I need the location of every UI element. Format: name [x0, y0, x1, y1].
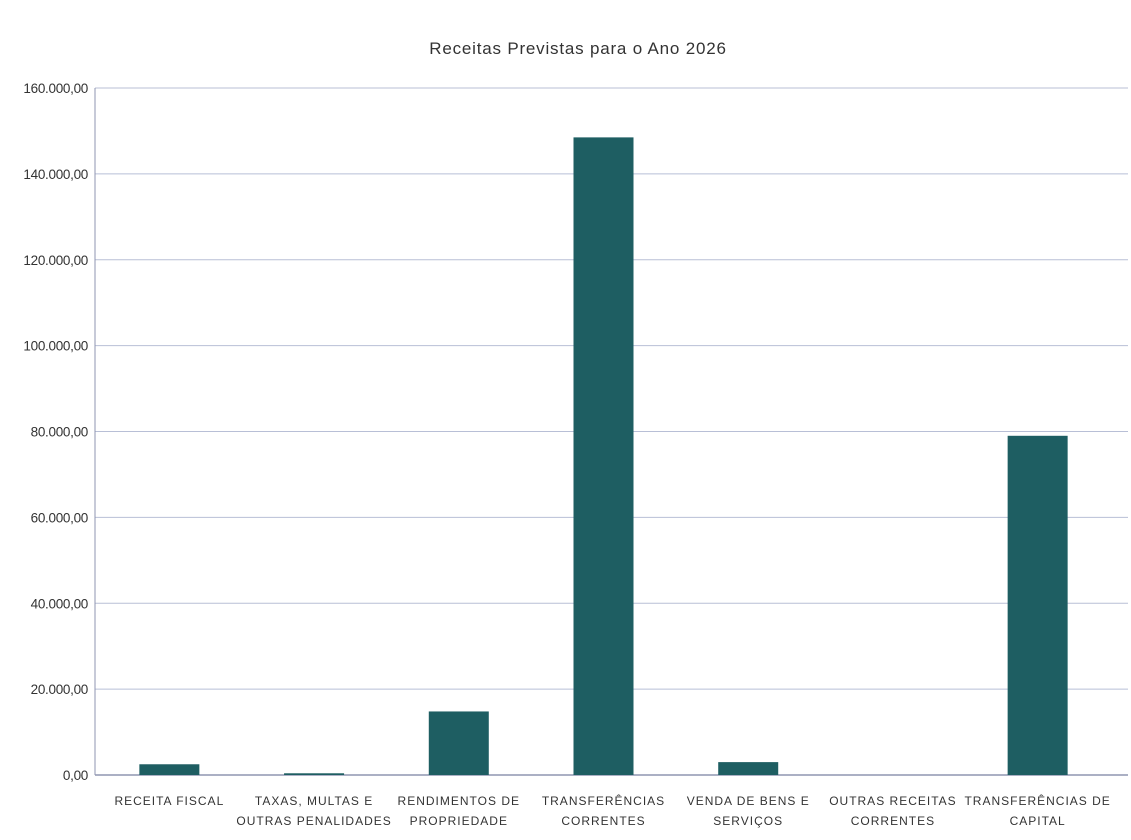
y-axis-tick-labels: 0,00 20.000,00 40.000,00 60.000,00 80.000,00…	[23, 81, 88, 783]
x-tick-label: OUTRAS PENALIDADES	[236, 814, 391, 828]
bar	[718, 762, 779, 775]
bar	[428, 711, 489, 775]
bar	[1007, 435, 1068, 775]
y-tick-label: 120.000,00	[23, 253, 88, 268]
x-tick-label: TRANSFERÊNCIAS	[542, 793, 665, 808]
x-tick-label: RECEITA FISCAL	[114, 794, 224, 808]
bar	[284, 773, 345, 775]
y-tick-label: 100.000,00	[23, 339, 88, 354]
x-axis-tick-labels: RECEITA FISCAL TAXAS, MULTAS E OUTRAS PENA…	[114, 793, 1110, 828]
y-tick-label: 160.000,00	[23, 81, 88, 96]
x-tick-label: CORRENTES	[851, 814, 935, 828]
chart-title: Receitas Previstas para o Ano 2026	[429, 39, 726, 58]
x-tick-label: SERVIÇOS	[713, 814, 783, 828]
bar	[573, 137, 634, 776]
y-tick-label: 40.000,00	[31, 596, 88, 611]
x-tick-label: TRANSFERÊNCIAS DE	[964, 793, 1110, 808]
x-tick-label: RENDIMENTOS DE	[398, 794, 520, 808]
y-tick-label: 60.000,00	[31, 510, 88, 525]
y-tick-label: 20.000,00	[31, 682, 88, 697]
bar	[139, 764, 200, 775]
y-tick-label: 80.000,00	[31, 425, 88, 440]
bars	[139, 137, 1068, 776]
x-tick-label: VENDA DE BENS E	[687, 794, 810, 808]
x-tick-label: CORRENTES	[561, 814, 645, 828]
x-tick-label: OUTRAS RECEITAS	[829, 794, 956, 808]
y-tick-label: 140.000,00	[23, 167, 88, 182]
x-tick-label: CAPITAL	[1010, 814, 1066, 828]
y-tick-label: 0,00	[63, 768, 88, 783]
x-tick-label: TAXAS, MULTAS E	[255, 794, 373, 808]
x-tick-label: PROPRIEDADE	[410, 814, 508, 828]
